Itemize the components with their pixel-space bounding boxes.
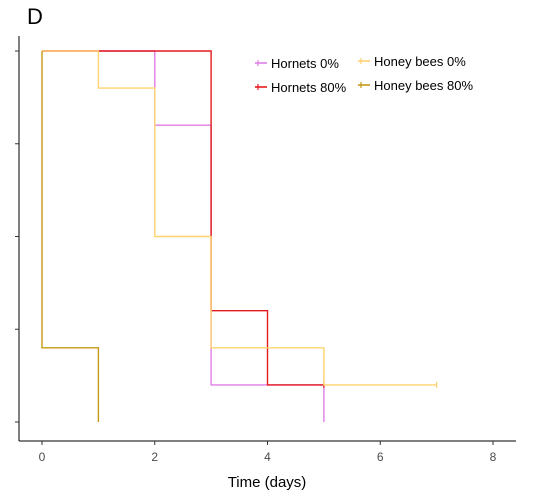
x-tick-label: 4 — [264, 450, 271, 464]
panel-label: D — [27, 4, 43, 29]
x-tick-label: 2 — [151, 450, 158, 464]
x-tick-label: 0 — [39, 450, 46, 464]
series-line-honey-bees-80 — [41, 51, 100, 422]
series-line-hornets-80 — [42, 50, 324, 386]
legend-entry: Honey bees 0% — [374, 54, 466, 69]
x-tick-label: 8 — [490, 450, 497, 464]
legend-entry: Hornets 0% — [271, 56, 339, 71]
legend-entry: Honey bees 80% — [374, 78, 473, 93]
legend-entry: Hornets 80% — [271, 80, 347, 95]
axes: 0 2 4 6 8 — [15, 36, 516, 464]
series-line-honey-bees-0 — [42, 50, 437, 386]
x-axis-title: Time (days) — [228, 474, 307, 491]
x-tick-label: 6 — [377, 450, 384, 464]
series-layer — [41, 50, 438, 422]
legend: Hornets 0% Hornets 80% Honey bees 0% Honey … — [255, 54, 473, 95]
